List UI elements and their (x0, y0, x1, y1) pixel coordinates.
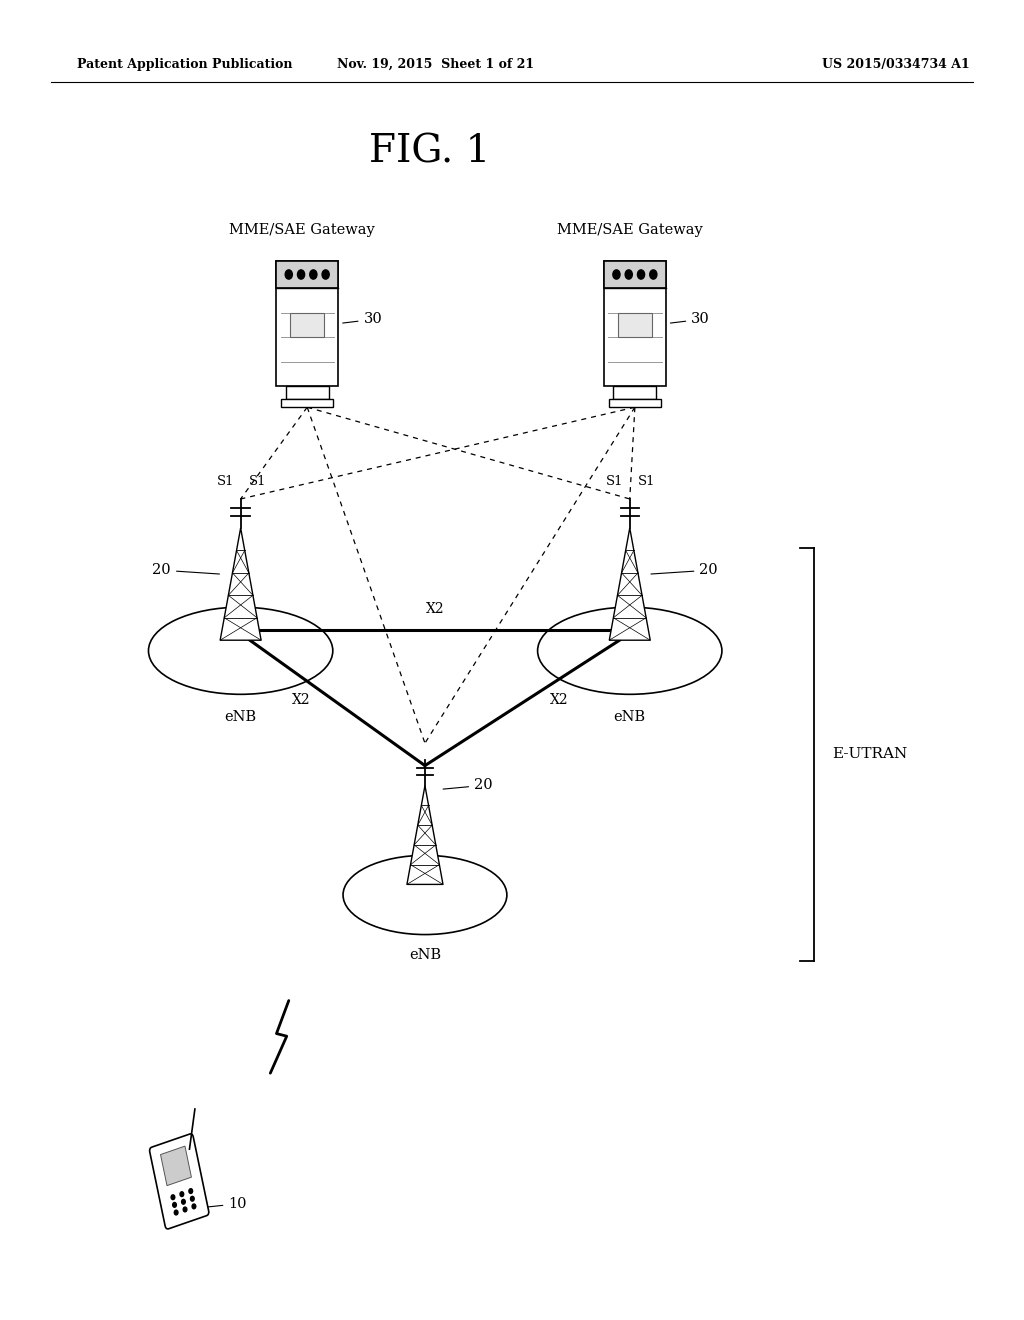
FancyBboxPatch shape (150, 1134, 209, 1229)
Bar (618, 313, 652, 337)
Circle shape (173, 1203, 176, 1208)
Text: Patent Application Publication: Patent Application Publication (77, 58, 292, 71)
Text: S1: S1 (217, 475, 234, 488)
Text: US 2015/0334734 A1: US 2015/0334734 A1 (822, 58, 970, 71)
Ellipse shape (538, 607, 722, 694)
Circle shape (612, 269, 620, 279)
Text: 30: 30 (671, 313, 710, 326)
Bar (613, 385, 656, 399)
Polygon shape (609, 528, 650, 640)
Circle shape (322, 269, 330, 279)
Text: X2: X2 (292, 693, 310, 706)
Text: 20: 20 (153, 564, 219, 577)
Bar (276, 261, 338, 288)
Text: FIG. 1: FIG. 1 (370, 133, 490, 170)
Text: 20: 20 (651, 564, 718, 577)
Circle shape (297, 269, 305, 279)
Bar (161, 1146, 191, 1185)
Bar (604, 261, 666, 385)
Text: E-UTRAN: E-UTRAN (833, 747, 907, 762)
Circle shape (188, 1189, 193, 1193)
Circle shape (650, 269, 657, 279)
Text: MME/SAE Gateway: MME/SAE Gateway (557, 223, 702, 238)
Ellipse shape (148, 607, 333, 694)
Bar (281, 400, 333, 407)
Circle shape (181, 1200, 185, 1204)
Circle shape (190, 1196, 195, 1201)
Bar (276, 261, 338, 385)
Text: S1: S1 (249, 475, 266, 488)
Text: X2: X2 (426, 602, 444, 616)
Polygon shape (220, 528, 261, 640)
Text: eNB: eNB (613, 710, 646, 725)
Circle shape (180, 1192, 183, 1196)
Bar (608, 400, 662, 407)
Circle shape (285, 269, 293, 279)
Text: MME/SAE Gateway: MME/SAE Gateway (229, 223, 375, 238)
Circle shape (193, 1204, 196, 1209)
Text: Nov. 19, 2015  Sheet 1 of 21: Nov. 19, 2015 Sheet 1 of 21 (337, 58, 534, 71)
Text: eNB: eNB (224, 710, 257, 725)
Text: 10: 10 (203, 1197, 247, 1210)
Text: X2: X2 (550, 693, 568, 706)
Circle shape (183, 1206, 186, 1212)
Circle shape (309, 269, 317, 279)
Text: 30: 30 (343, 313, 382, 326)
Bar (286, 385, 329, 399)
Text: eNB: eNB (409, 948, 441, 962)
Text: 20: 20 (443, 779, 493, 792)
Text: S1: S1 (638, 475, 655, 488)
Bar (291, 313, 324, 337)
Text: S1: S1 (606, 475, 624, 488)
Bar (604, 261, 666, 288)
Circle shape (637, 269, 645, 279)
Ellipse shape (343, 855, 507, 935)
Circle shape (174, 1210, 178, 1214)
Polygon shape (407, 785, 443, 884)
Circle shape (625, 269, 632, 279)
Circle shape (171, 1195, 175, 1200)
